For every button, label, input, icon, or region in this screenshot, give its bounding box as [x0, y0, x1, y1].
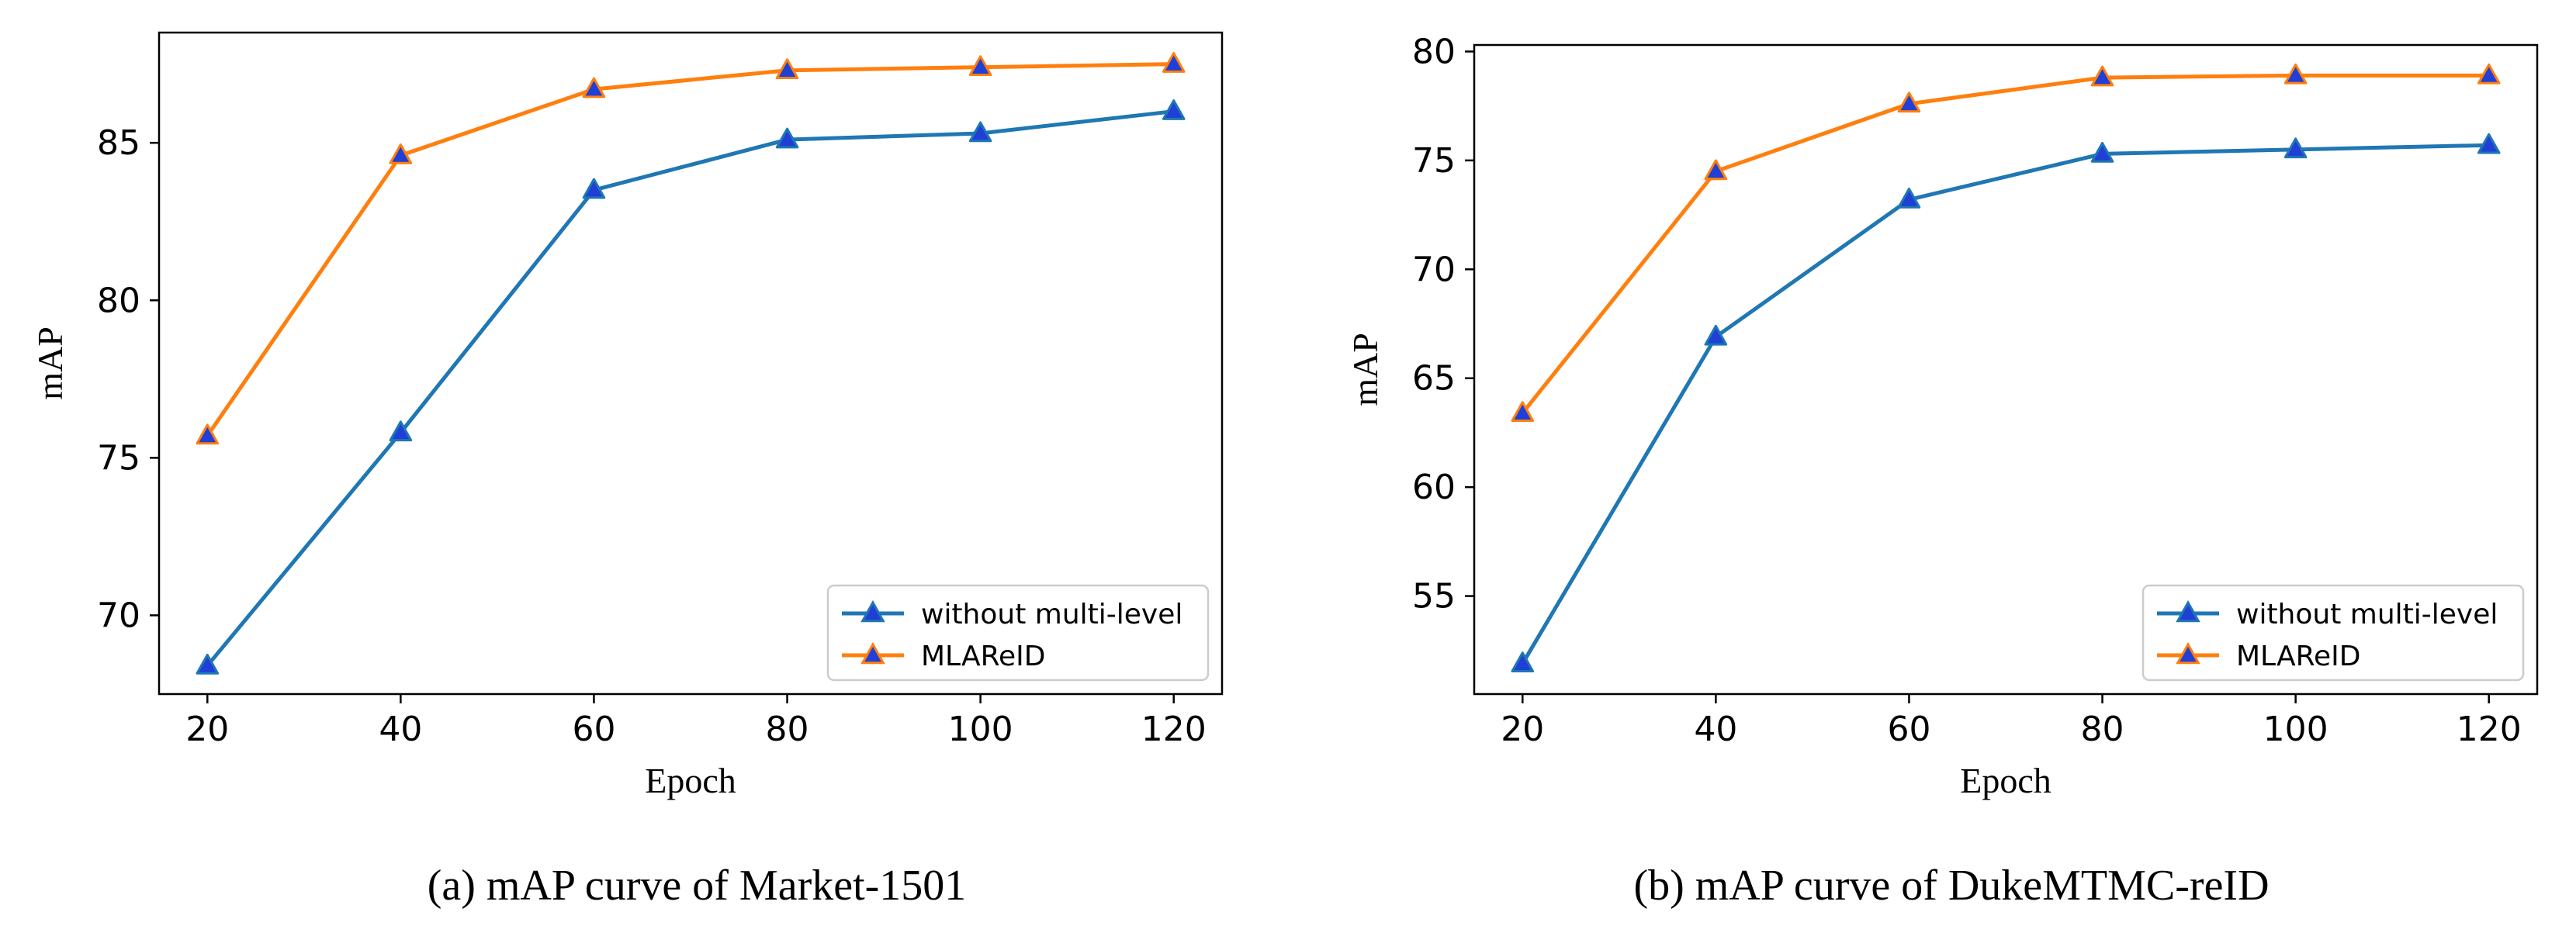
data-point-marker [1162, 52, 1186, 73]
legend-marker-0 [860, 599, 885, 623]
y-tick-label: 60 [1412, 468, 1456, 507]
series-line-1 [206, 62, 1174, 437]
plot-frame [1473, 43, 2539, 696]
data-point-marker [1897, 92, 1921, 113]
legend-label-1: MLAReID [921, 641, 1045, 672]
x-tick-label: 40 [379, 710, 422, 749]
legend-marker-0 [2176, 599, 2200, 623]
data-point-marker [2283, 63, 2308, 85]
data-point-marker [1897, 187, 1921, 209]
x-tick-label: 60 [572, 710, 615, 749]
x-tick-label: 100 [948, 710, 1013, 749]
data-point-marker [582, 77, 606, 98]
data-point-marker [2283, 137, 2308, 159]
y-tick-label: 80 [97, 281, 140, 320]
figure-caption: (a) mAP curve of Market-1501 [428, 862, 967, 910]
legend-label-0: without multi-level [2236, 599, 2498, 630]
data-point-marker [2477, 133, 2501, 154]
x-tick-label: 80 [2081, 710, 2124, 749]
data-point-marker [2090, 141, 2114, 163]
data-point-marker [2090, 65, 2114, 87]
y-tick-label: 80 [1412, 32, 1456, 71]
legend-box [826, 584, 1210, 682]
data-point-marker [1511, 401, 1535, 422]
data-point-marker [968, 55, 992, 76]
data-point-marker [582, 178, 606, 199]
chart-dukemtmc: 20 40 60 80 100 120 55 60 65 70 75 80 Epoch mAP (b) mA… [1345, 32, 2539, 910]
data-point-marker [1704, 324, 1728, 346]
series-line-0 [206, 109, 1175, 668]
plot-frame [158, 31, 1224, 696]
figure-caption: (b) mAP curve of DukeMTMC-reID [1633, 862, 2269, 910]
data-point-marker [2477, 63, 2501, 85]
x-tick-label: 40 [1694, 710, 1737, 749]
data-point-marker [389, 143, 413, 164]
data-point-marker [775, 127, 799, 149]
data-point-marker [1511, 651, 1535, 672]
y-axis-title: mAP [1345, 333, 1385, 406]
y-tick-label: 55 [1412, 577, 1456, 617]
y-tick-label: 70 [1412, 250, 1456, 289]
x-tick-label: 120 [1141, 710, 1207, 749]
x-tick-label: 60 [1887, 710, 1930, 749]
y-tick-label: 65 [1412, 359, 1456, 399]
series-line-0 [1521, 143, 2489, 665]
y-tick-label: 75 [1412, 141, 1456, 181]
x-tick-label: 20 [1501, 710, 1544, 749]
data-point-marker [196, 423, 220, 445]
data-point-marker [389, 420, 413, 442]
x-axis-title: Epoch [645, 761, 736, 800]
legend-marker-1 [2176, 641, 2200, 665]
data-point-marker [1162, 99, 1186, 120]
chart-market1501: 20 40 60 80 100 120 70 75 80 85 Epoch mAP (a) mAP cu… [30, 31, 1224, 910]
data-point-marker [196, 653, 220, 675]
legend-label-1: MLAReID [2236, 641, 2360, 672]
x-axis-title: Epoch [1960, 761, 2051, 800]
x-tick-label: 100 [2263, 710, 2328, 749]
legend-label-0: without multi-level [921, 599, 1182, 630]
x-tick-label: 80 [766, 710, 809, 749]
y-tick-label: 75 [97, 438, 140, 478]
x-tick-label: 20 [185, 710, 229, 749]
x-tick-label: 120 [2457, 710, 2522, 749]
legend-marker-1 [860, 641, 885, 665]
y-axis-title: mAP [30, 326, 70, 400]
data-point-marker [968, 121, 992, 143]
y-tick-label: 70 [97, 596, 140, 635]
data-point-marker [775, 58, 799, 80]
legend-box [2141, 584, 2525, 682]
y-tick-label: 85 [97, 123, 140, 163]
series-line-1 [1521, 73, 2489, 415]
data-point-marker [1704, 159, 1728, 181]
